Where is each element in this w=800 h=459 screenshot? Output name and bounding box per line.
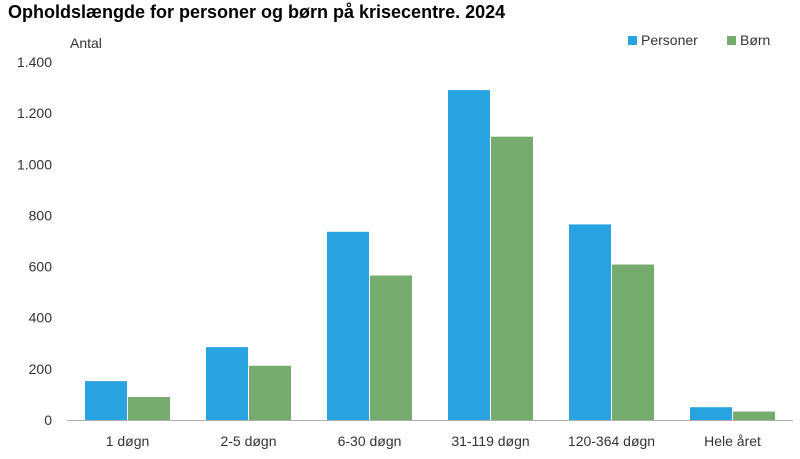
legend: Personer Børn — [628, 32, 770, 48]
y-tick-label: 1.000 — [17, 156, 52, 172]
x-tick-label: 2-5 døgn — [220, 433, 276, 449]
y-tick-label: 1.400 — [17, 54, 52, 70]
y-tick-label: 200 — [29, 361, 53, 377]
bar-b-rn — [370, 275, 412, 420]
bars — [85, 90, 775, 420]
x-tick-label: 1 døgn — [106, 433, 150, 449]
legend-swatch — [727, 36, 736, 45]
x-axis: 1 døgn 2-5 døgn 6-30 døgn 31-119 døgn 120-36… — [67, 420, 793, 449]
bar-personer — [85, 381, 127, 420]
y-tick-label: 600 — [29, 259, 53, 275]
y-tick-label: 1.200 — [17, 105, 52, 121]
bar-b-rn — [733, 411, 775, 420]
bar-b-rn — [612, 264, 654, 420]
y-axis-label: Antal — [70, 35, 102, 51]
y-tick-label: 0 — [44, 412, 52, 428]
y-tick-label: 400 — [29, 310, 53, 326]
bar-b-rn — [128, 396, 170, 420]
legend-label: Børn — [740, 32, 770, 48]
x-tick-label: 6-30 døgn — [338, 433, 402, 449]
chart-title: Opholdslængde for personer og børn på kr… — [8, 2, 506, 22]
y-axis: 0 200 400 600 800 1.000 1.200 1.400 — [17, 54, 52, 428]
legend-label: Personer — [641, 32, 698, 48]
bar-b-rn — [249, 365, 291, 420]
x-tick-label: 31-119 døgn — [451, 433, 529, 449]
bar-personer — [448, 90, 490, 420]
y-tick-label: 800 — [29, 207, 53, 223]
x-tick-label: Hele året — [704, 433, 761, 449]
bar-personer — [690, 407, 732, 420]
bar-b-rn — [491, 136, 533, 420]
bar-personer — [206, 347, 248, 420]
x-tick-label: 120-364 døgn — [568, 433, 655, 449]
legend-swatch — [628, 36, 637, 45]
bar-personer — [327, 231, 369, 420]
bar-personer — [569, 224, 611, 420]
